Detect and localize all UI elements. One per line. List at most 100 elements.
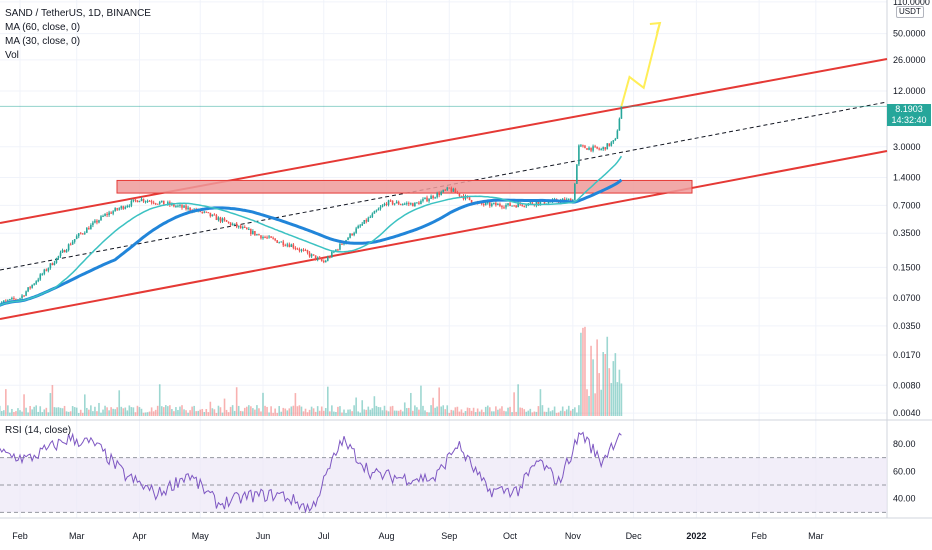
candle-body [213, 214, 216, 216]
candle-body [209, 212, 212, 217]
candle-body [124, 207, 127, 209]
candle-body [134, 199, 137, 201]
candle-body [610, 142, 613, 146]
candle-body [612, 140, 615, 143]
candle-body [41, 273, 44, 275]
volume-bar [39, 406, 42, 416]
volume-bar [501, 406, 503, 416]
volume-bar [61, 408, 64, 416]
ma60-legend[interactable]: MA (60, close, 0) [5, 22, 81, 33]
volume-bar [576, 412, 578, 416]
volume-bar [610, 383, 613, 416]
volume-legend[interactable]: Vol [5, 50, 19, 61]
candle-body [489, 202, 491, 206]
volume-bar [602, 352, 604, 416]
volume-bar [183, 409, 185, 416]
volume-bar [104, 405, 106, 416]
candle-body [43, 269, 46, 274]
candle-body [205, 211, 208, 213]
volume-bar [503, 410, 505, 416]
volume-bar [23, 394, 25, 416]
candle-body [77, 233, 80, 237]
candle-body [377, 208, 380, 211]
candle-body [416, 202, 418, 204]
volume-bar [102, 409, 104, 416]
volume-bar [49, 393, 52, 416]
candle-body [314, 255, 317, 260]
candle-body [185, 205, 187, 210]
price-tick-label: 0.0700 [893, 293, 921, 303]
volume-bar [175, 407, 177, 416]
volume-bar [335, 411, 337, 416]
volume-bar [310, 406, 313, 416]
volume-bar [136, 405, 139, 416]
volume-bar [90, 405, 92, 416]
volume-bar [444, 409, 447, 416]
volume-bar [511, 412, 513, 416]
volume-bar [316, 406, 319, 416]
candle-body [381, 205, 384, 207]
volume-bar [110, 407, 112, 416]
volume-bar [327, 386, 329, 416]
volume-bar [0, 410, 3, 416]
volume-bar [347, 409, 349, 416]
volume-bar [474, 412, 477, 416]
volume-bar [507, 407, 509, 416]
volume-bar [130, 407, 133, 416]
candle-body [440, 192, 442, 196]
candle-body [179, 205, 181, 207]
volume-bar [343, 409, 345, 416]
volume-bar [365, 409, 368, 416]
volume-bar [268, 412, 270, 416]
volume-bar [470, 410, 473, 416]
candle-body [436, 193, 438, 198]
candle-body [458, 193, 461, 196]
candle-body [327, 257, 329, 261]
currency-badge[interactable]: USDT [896, 6, 924, 18]
candle-body [310, 254, 313, 257]
volume-bar [47, 412, 50, 416]
candle-body [106, 213, 108, 216]
candle-body [505, 204, 507, 208]
channel-upper-line [0, 58, 888, 224]
volume-bar [563, 411, 566, 416]
candle-body [470, 200, 473, 203]
volume-bar [31, 409, 33, 416]
candle-body [55, 257, 58, 263]
candle-body [201, 211, 204, 213]
volume-bar [329, 411, 331, 416]
candle-body [379, 206, 382, 209]
candle-body [412, 203, 414, 207]
volume-bar [73, 407, 76, 416]
rsi-legend[interactable]: RSI (14, close) [5, 425, 72, 436]
volume-bar [369, 409, 372, 416]
volume-bar [405, 408, 408, 416]
candle-body [33, 283, 35, 285]
candle-body [187, 207, 189, 210]
candle-body [410, 203, 412, 205]
candle-body [391, 200, 394, 205]
volume-bar [100, 412, 102, 416]
candle-body [302, 249, 305, 251]
volume-bar [574, 407, 576, 416]
volume-bar [221, 412, 224, 416]
volume-bar [276, 412, 278, 416]
time-tick-label: Dec [626, 531, 643, 541]
volume-bar [312, 408, 315, 416]
volume-bar [171, 409, 173, 416]
time-tick-label: May [192, 531, 210, 541]
candle-body [426, 197, 428, 202]
candle-body [517, 203, 519, 208]
ma30-legend[interactable]: MA (30, close, 0) [5, 36, 81, 47]
volume-bar [132, 407, 135, 416]
volume-bar [584, 326, 586, 416]
volume-bar [215, 412, 218, 416]
candle-body [430, 196, 432, 200]
price-tick-label: 0.7000 [893, 200, 921, 210]
candle-body [375, 210, 378, 212]
volume-bar [555, 412, 558, 416]
volume-bar [448, 412, 451, 416]
volume-bar [339, 406, 341, 416]
candle-body [620, 106, 623, 119]
